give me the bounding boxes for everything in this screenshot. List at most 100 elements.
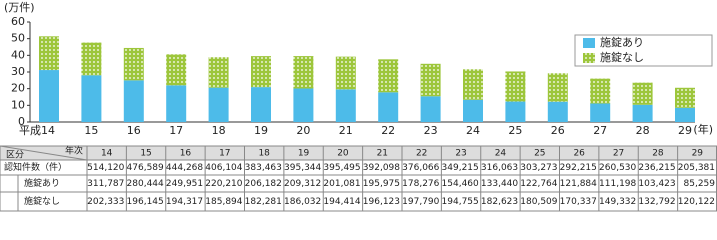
table-corner: 年次: [65, 145, 83, 157]
x-tick-label: 21: [339, 124, 353, 137]
table-cell: 395,495: [323, 163, 360, 173]
x-tick-label: 28: [636, 124, 650, 137]
table-cell: 149,332: [599, 197, 636, 207]
bar-segment: [547, 73, 568, 102]
table-column-header: 17: [219, 149, 230, 159]
table-cell: 205,381: [678, 163, 715, 173]
x-tick-label: 17: [169, 124, 183, 137]
legend-swatch: [583, 38, 595, 48]
table-cell: 186,032: [284, 197, 321, 207]
table-cell: 236,215: [638, 163, 675, 173]
table-cell: 178,276: [402, 179, 439, 189]
bar-segment: [123, 47, 144, 81]
table-cell: 185,894: [205, 197, 242, 207]
table-cell: 392,098: [363, 163, 400, 173]
table-cell: 316,063: [481, 163, 518, 173]
table-cell: 111,198: [599, 179, 636, 189]
table-cell: 406,104: [205, 163, 242, 173]
table-cell: 194,317: [166, 197, 203, 207]
x-tick-label: 23: [424, 124, 438, 137]
table-cell: 196,145: [127, 197, 164, 207]
bar-segment: [81, 42, 102, 76]
table-column-header: 29: [692, 149, 704, 159]
x-axis-label: (年): [693, 122, 713, 136]
table-cell: 132,792: [638, 197, 675, 207]
table-column-header: 21: [377, 149, 388, 159]
table-cell: 180,509: [520, 197, 557, 207]
x-tick-label: 29: [678, 124, 692, 137]
bar-segment: [378, 59, 399, 93]
table-cell: 376,066: [402, 163, 439, 173]
legend-box: [574, 34, 713, 67]
y-tick-label: 10: [11, 98, 25, 111]
table-cell: 395,344: [284, 163, 321, 173]
table-cell: 260,530: [599, 163, 636, 173]
chart: (万件) (年) 区分 年次 14 15 16 17 18 19 20 21 22 23 24 25 26 2…: [0, 1, 717, 212]
table-cell: 292,215: [560, 163, 597, 173]
bar-segment: [420, 96, 441, 122]
table-cell: 311,787: [87, 179, 124, 189]
bar-segment: [632, 104, 653, 122]
table-row-label: 認知件数（件）: [4, 161, 67, 173]
bar-segment: [505, 101, 526, 122]
bar-segment: [632, 82, 653, 105]
table-cell: 201,081: [323, 179, 360, 189]
x-tick-label: 16: [127, 124, 141, 137]
y-tick-label: 30: [11, 65, 25, 78]
table-cell: 303,273: [520, 163, 557, 173]
table-cell: 103,423: [638, 179, 675, 189]
table-cell: 194,755: [442, 197, 479, 207]
table-column-header: 20: [337, 149, 349, 159]
bar-segment: [81, 75, 102, 122]
table-cell: 195,975: [363, 179, 400, 189]
table-row-label: 施錠なし: [24, 195, 60, 207]
table-cell: 133,440: [481, 179, 518, 189]
x-tick-label: 26: [551, 124, 565, 137]
x-tick-label: 平成14: [19, 124, 55, 137]
x-tick-label: 25: [508, 124, 522, 137]
table-cell: 476,589: [127, 163, 164, 173]
bar-segment: [547, 101, 568, 122]
x-tick-label: 19: [254, 124, 268, 137]
table-cell: 249,951: [166, 179, 203, 189]
table-column-header: 16: [180, 149, 192, 159]
bar-segment: [251, 56, 271, 88]
bar-segment: [420, 63, 441, 97]
table-column-header: 26: [573, 149, 585, 159]
table-cell: 383,463: [245, 163, 282, 173]
table-cell: 349,215: [442, 163, 479, 173]
table-cell: 196,123: [363, 197, 400, 207]
table-corner: 区分: [6, 150, 24, 161]
table-column-header: 24: [495, 149, 507, 159]
table-cell: 209,312: [284, 179, 321, 189]
y-axis-label: (万件): [4, 1, 35, 14]
bar-segment: [335, 56, 356, 90]
y-tick-label: 40: [11, 48, 25, 61]
bar-segment: [166, 85, 187, 122]
table-cell: 121,884: [560, 179, 597, 189]
table-column-header: 18: [258, 149, 270, 159]
legend-label: 施錠なし: [600, 50, 644, 64]
table-cell: 182,623: [481, 197, 518, 207]
table-cell: 194,414: [323, 197, 360, 207]
table-cell: 85,259: [684, 179, 716, 189]
y-tick-label: 0: [18, 115, 25, 128]
table-column-header: 14: [101, 149, 113, 159]
bar-segment: [590, 78, 611, 104]
bar-segment: [463, 99, 483, 122]
table-column-header: 27: [613, 149, 624, 159]
bar-segment: [590, 103, 611, 122]
table-column-header: 28: [652, 149, 664, 159]
bar-segment: [463, 69, 483, 100]
bar-segment: [378, 92, 399, 122]
legend-label: 施錠あり: [600, 35, 644, 49]
table-cell: 280,444: [127, 179, 164, 189]
bar-segment: [505, 71, 526, 102]
x-tick-label: 24: [466, 124, 480, 137]
table-cell: 197,790: [402, 197, 439, 207]
y-tick-label: 60: [11, 15, 25, 28]
bar-segment: [251, 87, 271, 122]
x-tick-label: 20: [296, 124, 310, 137]
table-cell: 154,460: [442, 179, 479, 189]
bar-segment: [675, 87, 695, 108]
